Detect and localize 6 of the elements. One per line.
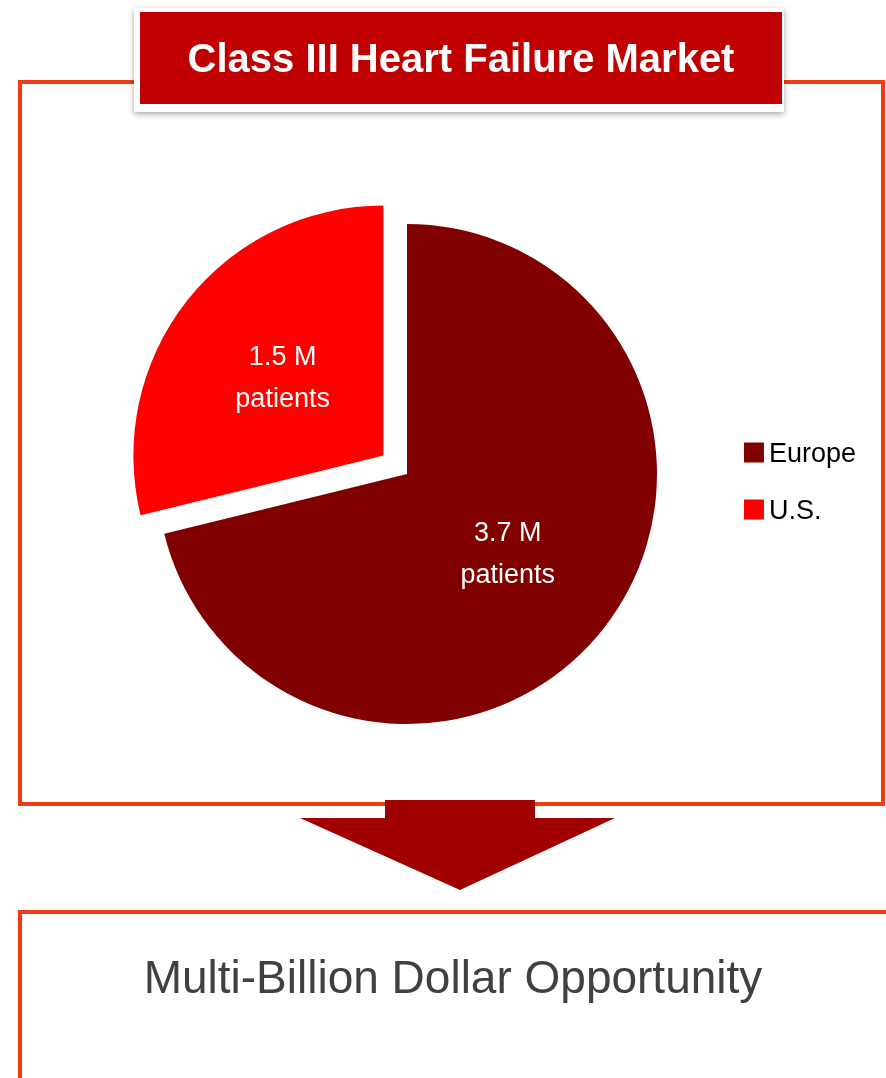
data-label: 1.5 M patients [235,340,330,413]
text: Multi-Billion Dollar Opportunity [142,950,764,1004]
legend-label: Europe [768,437,857,468]
data-label: 3.7 M patients [460,516,556,589]
chart-title: Class III Heart Failure Market [140,12,782,104]
legend-label: U.S. [768,494,822,525]
